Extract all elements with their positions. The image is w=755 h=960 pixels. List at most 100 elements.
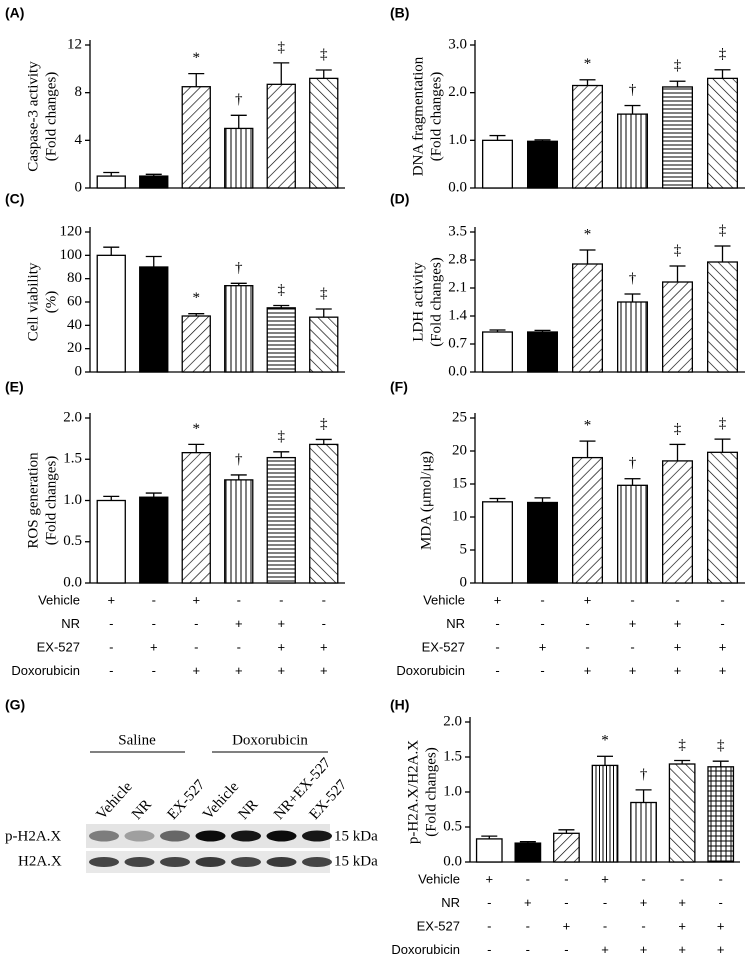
y-tick-label: 2.0 [443, 713, 462, 729]
treatment-sign: - [719, 871, 723, 886]
bar [309, 443, 339, 584]
y-tick-label: 2.8 [448, 251, 467, 267]
treatment-sign: - [194, 616, 198, 631]
treatment-sign: + [719, 663, 727, 678]
y-tick-label: 3.5 [448, 223, 467, 239]
bar [96, 254, 126, 373]
bar [309, 77, 339, 189]
y-axis-label: (Fold changes) [428, 257, 444, 347]
bar [181, 86, 211, 189]
bar [707, 77, 739, 189]
lane-label: NR [236, 797, 262, 823]
significance-marker: ‡ [719, 416, 727, 432]
significance-marker: † [235, 92, 243, 108]
significance-marker: ‡ [674, 58, 682, 74]
y-axis-label: (Fold changes) [43, 72, 59, 162]
bar [481, 331, 513, 373]
treatment-sign: - [564, 942, 568, 957]
significance-marker: * [193, 50, 201, 66]
treatment-label: EX-527 [422, 639, 465, 654]
y-tick-label: 1.5 [443, 748, 462, 764]
significance-marker: * [584, 56, 592, 72]
y-axis-label: MDA (μmol/μg) [418, 451, 434, 550]
significance-marker: * [584, 226, 592, 242]
significance-marker: ‡ [719, 46, 727, 62]
treatment-sign: + [277, 639, 285, 654]
significance-marker: ‡ [278, 282, 286, 298]
bar [266, 307, 296, 373]
significance-marker: ‡ [719, 222, 727, 238]
band [302, 857, 332, 867]
panel-label: (G) [5, 697, 25, 713]
treatment-sign: - [495, 639, 499, 654]
y-axis-label: (Fold changes) [43, 456, 59, 546]
band [266, 857, 297, 867]
y-tick-label: 0.0 [448, 179, 467, 195]
treatment-sign: - [526, 942, 530, 957]
bar [309, 316, 339, 373]
treatment-sign: + [584, 592, 592, 607]
treatment-sign: + [719, 639, 727, 654]
panel-label: (D) [390, 191, 409, 207]
treatment-sign: + [629, 663, 637, 678]
y-tick-label: 1.0 [448, 132, 467, 148]
treatment-sign: - [564, 871, 568, 886]
treatment-sign: - [720, 592, 724, 607]
treatment-sign: + [678, 942, 686, 957]
y-tick-label: 2.1 [448, 279, 467, 295]
treatment-sign: + [107, 592, 115, 607]
bar [527, 331, 559, 373]
bar [707, 451, 739, 584]
significance-marker: * [193, 421, 201, 437]
treatment-sign: - [540, 663, 544, 678]
y-tick-label: 8 [75, 84, 83, 100]
treatment-sign: - [641, 871, 645, 886]
y-axis-label: Caspase-3 activity [25, 61, 41, 172]
y-tick-label: 2.0 [63, 409, 82, 425]
bar [617, 484, 649, 584]
band [160, 830, 190, 842]
treatment-label: NR [61, 616, 80, 631]
treatment-label: NR [446, 616, 465, 631]
significance-marker: † [629, 270, 637, 286]
y-tick-label: 20 [67, 340, 82, 356]
y-axis-label: (%) [43, 291, 59, 314]
treatment-sign: - [585, 616, 589, 631]
treatment-sign: + [678, 918, 686, 933]
band [266, 830, 297, 842]
bar [224, 479, 254, 584]
panel-label: (A) [5, 5, 24, 21]
y-axis-label: DNA fragmentation [410, 56, 426, 176]
bar [475, 838, 503, 863]
significance-marker: ‡ [320, 46, 328, 62]
treatment-label: Vehicle [418, 871, 460, 886]
bar [591, 764, 619, 863]
treatment-sign: + [717, 918, 725, 933]
treatment-label: Doxorubicin [11, 663, 80, 678]
significance-marker: † [235, 260, 243, 276]
significance-marker: ‡ [278, 39, 286, 55]
treatment-sign: + [601, 871, 609, 886]
treatment-sign: + [601, 942, 609, 957]
y-axis-label: p-H2A.X/H2A.X [405, 740, 421, 844]
y-tick-label: 1.0 [443, 783, 462, 799]
bar [266, 83, 296, 189]
size-label: 15 kDa [334, 828, 378, 844]
treatment-sign: + [563, 918, 571, 933]
bar [514, 842, 542, 863]
treatment-sign: + [640, 895, 648, 910]
significance-marker: * [584, 418, 592, 434]
bar [662, 460, 694, 584]
treatment-sign: - [540, 616, 544, 631]
bar [707, 766, 735, 863]
y-tick-label: 0.5 [443, 818, 462, 834]
treatment-sign: - [152, 663, 156, 678]
y-tick-label: 120 [60, 223, 83, 239]
treatment-sign: - [675, 592, 679, 607]
panel-label: (F) [390, 379, 408, 395]
significance-marker: ‡ [678, 737, 686, 753]
treatment-sign: + [150, 639, 158, 654]
treatment-sign: - [152, 616, 156, 631]
treatment-sign: - [487, 942, 491, 957]
